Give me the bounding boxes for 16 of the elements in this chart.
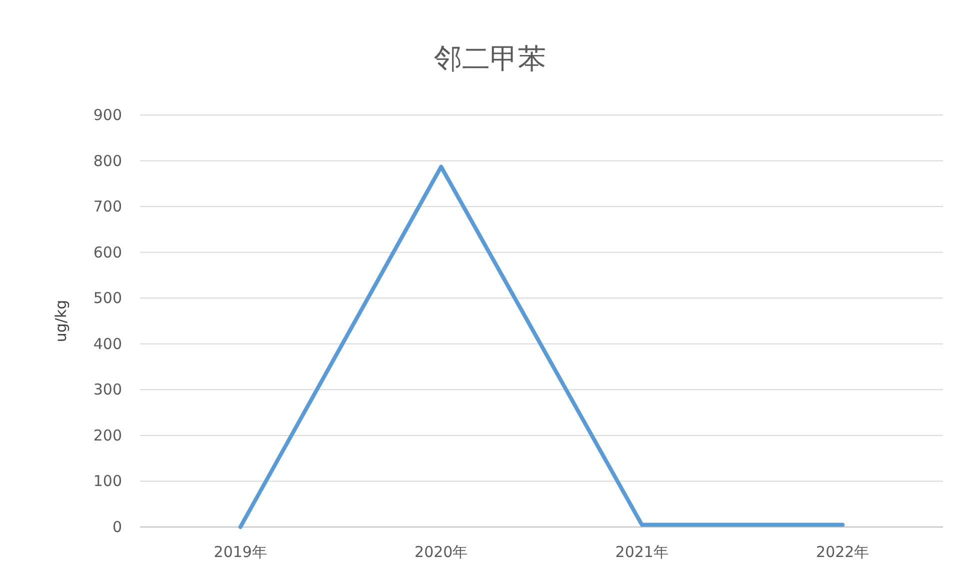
ylabel: ug/kg bbox=[52, 300, 70, 342]
title: 邻二甲苯 bbox=[434, 42, 546, 75]
ytick: 0 bbox=[112, 518, 122, 536]
ytick: 800 bbox=[93, 152, 122, 170]
xtick: 2022年 bbox=[816, 543, 870, 561]
xtick: 2019年 bbox=[214, 543, 267, 561]
xtick: 2020年 bbox=[414, 543, 468, 561]
ytick: 400 bbox=[93, 334, 122, 353]
ytick: 100 bbox=[93, 472, 122, 490]
ytick: 500 bbox=[93, 289, 122, 308]
ytick: 200 bbox=[93, 426, 122, 444]
ytick: 700 bbox=[93, 198, 122, 216]
ytick: 300 bbox=[93, 380, 122, 399]
ytick: 600 bbox=[93, 243, 122, 262]
ytick: 900 bbox=[93, 106, 122, 124]
xtick: 2021年 bbox=[615, 543, 668, 561]
